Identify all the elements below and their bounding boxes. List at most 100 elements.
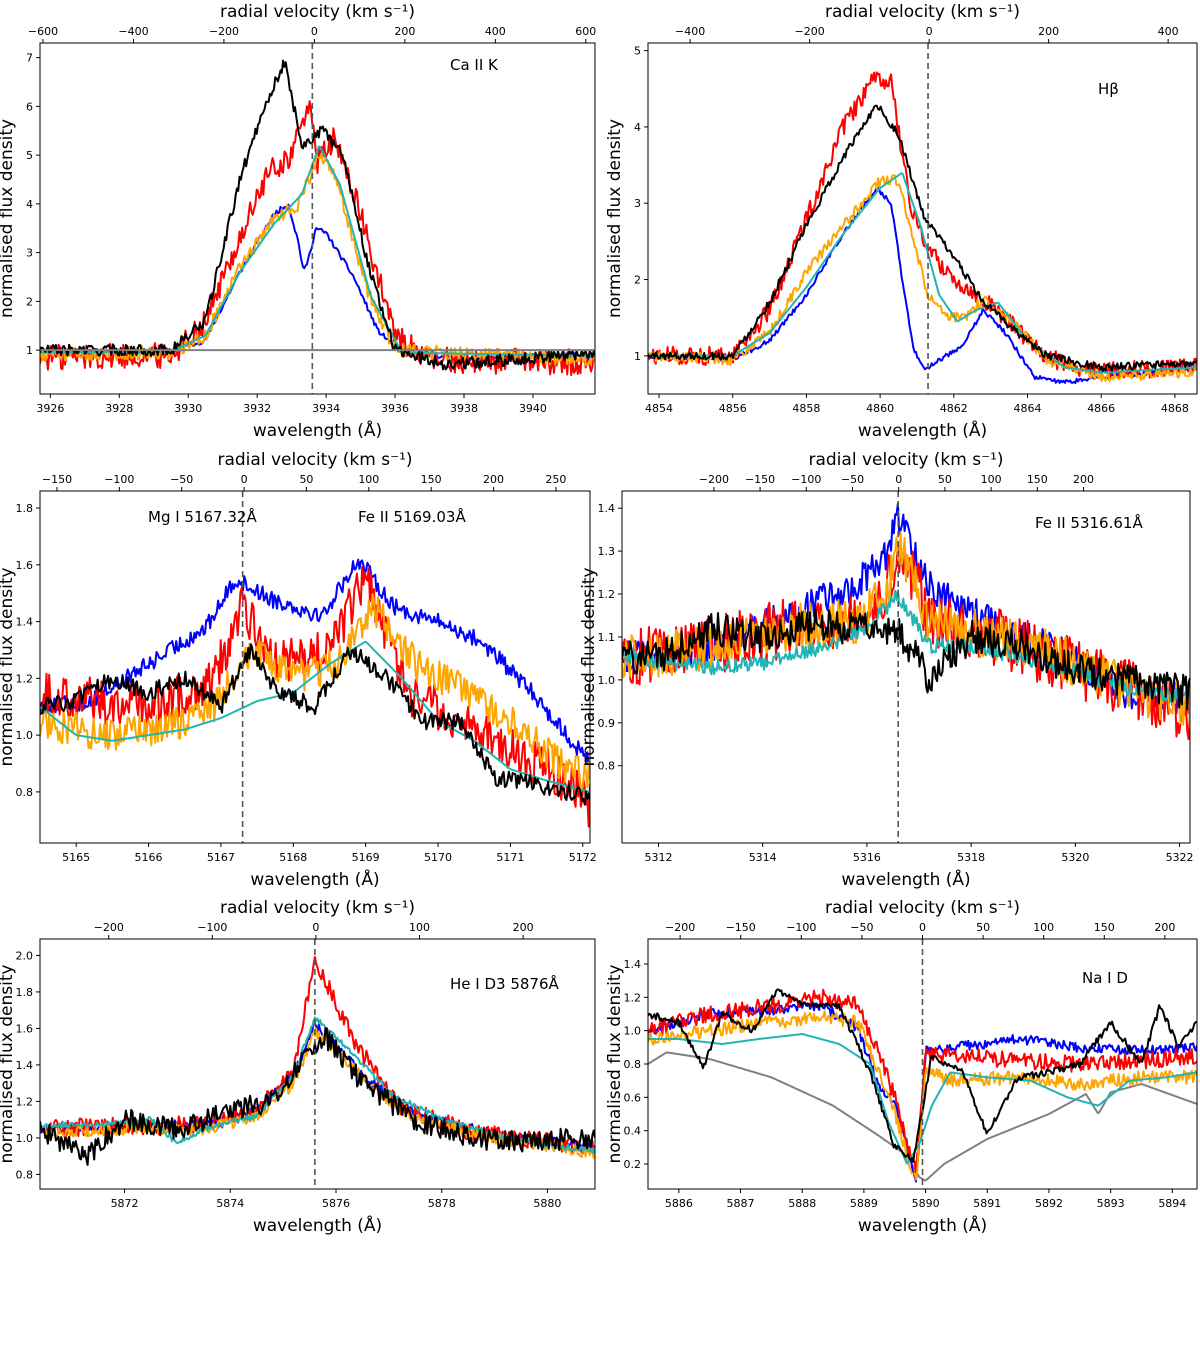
x-tick-label: 5314 xyxy=(749,851,777,864)
series-line-black xyxy=(40,1027,595,1166)
series-line-cyan xyxy=(40,640,590,793)
v-tick-label: 150 xyxy=(421,473,442,486)
x-tick-label: 4854 xyxy=(645,402,673,415)
y-tick-label: 0.9 xyxy=(598,717,616,730)
x-tick-label: 5318 xyxy=(957,851,985,864)
v-tick-label: −400 xyxy=(118,25,148,38)
v-tick-label: 200 xyxy=(1154,921,1175,934)
y-tick-label: 1.0 xyxy=(624,1025,642,1038)
line-annotation: Mg I 5167.32Å xyxy=(148,507,257,526)
x-tick-label: 5169 xyxy=(352,851,380,864)
v-tick-label: 0 xyxy=(895,473,902,486)
line-annotation: Hβ xyxy=(1098,80,1119,98)
v-tick-label: 150 xyxy=(1094,921,1115,934)
v-tick-label: −150 xyxy=(42,473,72,486)
y-tick-label: 3 xyxy=(26,247,33,260)
line-annotation: Fe II 5316.61Å xyxy=(1035,513,1143,532)
v-tick-label: 200 xyxy=(394,25,415,38)
v-tick-label: 50 xyxy=(938,473,952,486)
v-tick-label: −50 xyxy=(841,473,864,486)
x-tick-label: 5165 xyxy=(62,851,90,864)
v-tick-label: −200 xyxy=(795,25,825,38)
x-axis-label: wavelength (Å) xyxy=(253,419,382,441)
x-tick-label: 4868 xyxy=(1161,402,1189,415)
y-tick-label: 1.8 xyxy=(16,986,34,999)
series-line-red xyxy=(40,566,590,828)
plot-frame xyxy=(39,938,596,1190)
x-tick-label: 4856 xyxy=(719,402,747,415)
v-tick-label: 100 xyxy=(1033,921,1054,934)
y-tick-label: 7 xyxy=(26,52,33,65)
y-tick-label: 0.8 xyxy=(16,786,34,799)
v-tick-label: −200 xyxy=(699,473,729,486)
line-annotation: He I D3 5876Å xyxy=(450,974,560,993)
v-tick-label: 400 xyxy=(1158,25,1179,38)
series-line-cyan xyxy=(40,145,595,357)
x-tick-label: 3932 xyxy=(243,402,271,415)
x-tick-label: 4860 xyxy=(866,402,894,415)
plot-frame xyxy=(621,490,1191,844)
y-tick-label: 1.2 xyxy=(16,1095,34,1108)
x-tick-label: 5172 xyxy=(569,851,597,864)
x-tick-label: 5888 xyxy=(788,1197,816,1210)
y-tick-label: 1.4 xyxy=(16,1059,34,1072)
y-axis-label: normalised flux density xyxy=(0,964,17,1163)
series-group xyxy=(648,71,1197,385)
x-tick-label: 3936 xyxy=(381,402,409,415)
y-tick-label: 6 xyxy=(26,100,33,113)
x-tick-label: 5320 xyxy=(1061,851,1089,864)
x-tick-label: 3938 xyxy=(450,402,478,415)
line-annotation: Fe II 5169.03Å xyxy=(358,507,466,526)
top-axis-label: radial velocity (km s⁻¹) xyxy=(220,2,415,22)
x-tick-label: 3926 xyxy=(36,402,64,415)
series-line-black xyxy=(40,59,595,371)
series-line-orange xyxy=(648,174,1197,383)
x-tick-label: 4866 xyxy=(1087,402,1115,415)
y-tick-label: 0.8 xyxy=(598,760,616,773)
y-tick-label: 1.6 xyxy=(16,1022,34,1035)
series-line-cyan xyxy=(648,172,1197,374)
y-axis-label: normalised flux density xyxy=(0,567,17,766)
y-tick-label: 1 xyxy=(634,350,641,363)
y-tick-label: 1.2 xyxy=(598,588,616,601)
y-tick-label: 1.0 xyxy=(16,1132,34,1145)
x-tick-label: 5893 xyxy=(1097,1197,1125,1210)
top-axis-label: radial velocity (km s⁻¹) xyxy=(217,450,412,470)
x-tick-label: 4858 xyxy=(792,402,820,415)
x-axis-label: wavelength (Å) xyxy=(253,1214,382,1236)
y-tick-label: 5 xyxy=(634,45,641,58)
series-group xyxy=(40,59,595,377)
x-tick-label: 5880 xyxy=(533,1197,561,1210)
y-tick-label: 1.6 xyxy=(16,559,34,572)
y-tick-label: 2 xyxy=(634,274,641,287)
y-tick-label: 0.4 xyxy=(624,1125,642,1138)
y-tick-label: 1.3 xyxy=(598,545,616,558)
top-axis-label: radial velocity (km s⁻¹) xyxy=(825,898,1020,918)
panel-middle-right: 5312 5314 5316 5318 5320 5322 0.8 0.9 1.0 1.1 1.2 1… xyxy=(579,450,1194,890)
x-tick-label: 3934 xyxy=(312,402,340,415)
plot-frame xyxy=(647,42,1198,395)
v-tick-label: −100 xyxy=(791,473,821,486)
panel-top-right: 4854 4856 4858 4860 4862 4864 4866 4868 1 2 3 4 5 −40… xyxy=(605,2,1198,441)
series-group xyxy=(40,558,590,828)
y-tick-label: 1.2 xyxy=(16,672,34,685)
x-tick-label: 5316 xyxy=(853,851,881,864)
series-line-blue xyxy=(40,203,595,361)
x-tick-label: 5171 xyxy=(496,851,524,864)
x-tick-label: 5874 xyxy=(216,1197,244,1210)
x-tick-label: 4862 xyxy=(940,402,968,415)
y-axis-label: normalised flux density xyxy=(0,119,17,318)
x-tick-label: 5891 xyxy=(973,1197,1001,1210)
v-tick-label: −200 xyxy=(94,921,124,934)
top-axis-label: radial velocity (km s⁻¹) xyxy=(808,450,1003,470)
v-tick-label: 400 xyxy=(485,25,506,38)
series-line-black xyxy=(622,608,1190,711)
x-axis-label: wavelength (Å) xyxy=(858,419,987,441)
v-tick-label: 200 xyxy=(1038,25,1059,38)
v-tick-label: 200 xyxy=(513,921,534,934)
x-tick-label: 5876 xyxy=(322,1197,350,1210)
v-tick-label: 150 xyxy=(1027,473,1048,486)
y-tick-label: 0.2 xyxy=(624,1158,642,1171)
y-tick-label: 0.6 xyxy=(624,1091,642,1104)
